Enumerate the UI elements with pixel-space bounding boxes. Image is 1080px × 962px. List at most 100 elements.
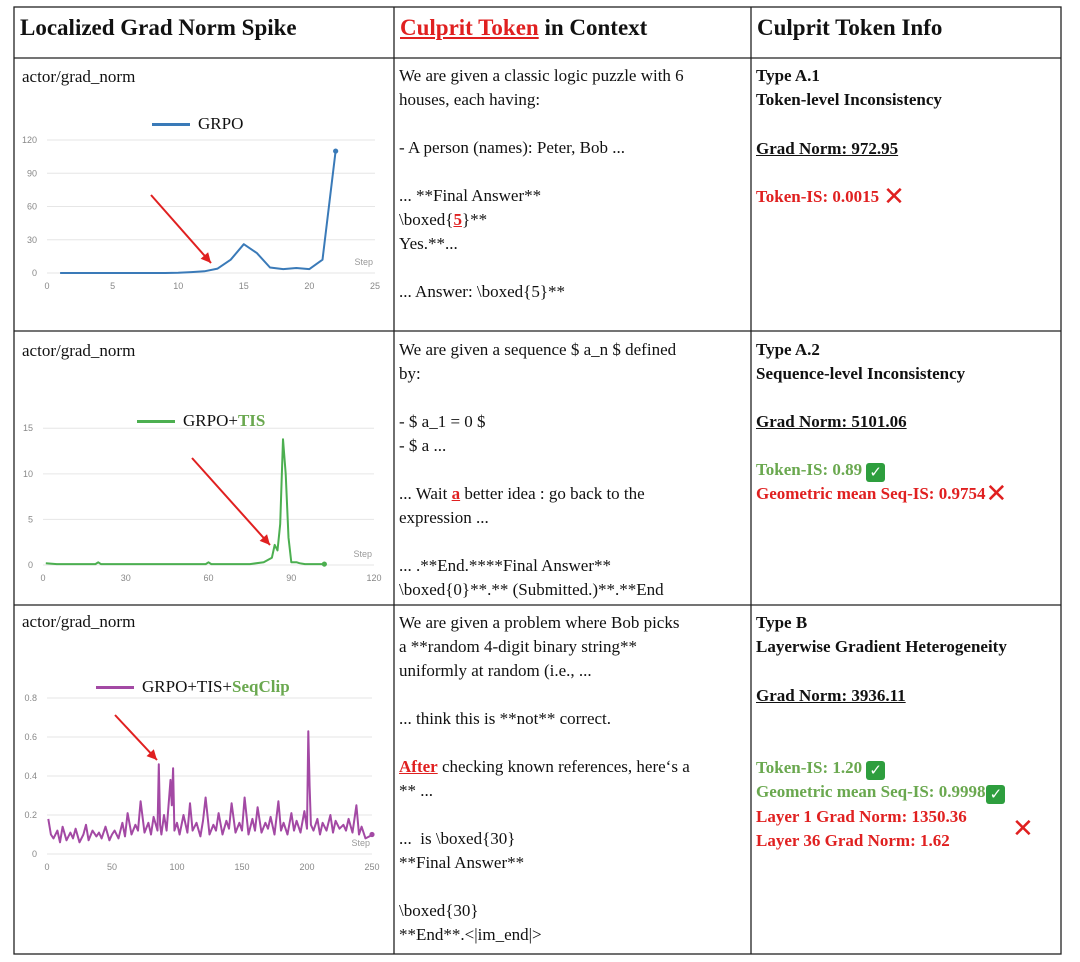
x-tick-label: 60 — [203, 573, 213, 583]
ctx-line: - $ a_1 = 0 $ — [399, 412, 486, 431]
series-line — [47, 730, 373, 844]
check-icon: ✓ — [866, 463, 886, 482]
legend-base: GRPO+TIS+ — [142, 677, 233, 696]
header-culprit-token-info: Culprit Token Info — [757, 15, 943, 40]
ctx-line: Yes.**... — [399, 234, 458, 253]
row1-token-is: Token-IS: 0.0015 ✕ — [756, 184, 905, 210]
x-tick-label: 15 — [239, 281, 249, 291]
y-tick-label: 30 — [27, 235, 37, 245]
chart2-legend-label: GRPO+TIS — [183, 410, 265, 432]
series-end-point — [333, 148, 339, 154]
chart1-legend-swatch — [152, 122, 190, 126]
x-tick-label: 100 — [169, 862, 184, 872]
check-icon: ✓ — [866, 761, 886, 780]
row1-desc: Token-level Inconsistency — [756, 90, 942, 109]
x-tick-label: 10 — [173, 281, 183, 291]
cross-icon: ✕ — [985, 479, 1008, 509]
token-is-label: Token-IS: 0.0015 — [756, 187, 880, 206]
x-tick-label: 120 — [366, 573, 381, 583]
series-end-point — [369, 831, 375, 838]
ctx-line: by: — [399, 364, 421, 383]
chart3-title: actor/grad_norm — [22, 612, 136, 631]
row3-grad-norm: Grad Norm: 3936.11 — [756, 686, 906, 705]
ctx-line: ... Answer: \boxed{5}** — [399, 282, 565, 301]
row1-grad-norm: Grad Norm: 972.95 — [756, 139, 899, 158]
chart2-legend: GRPO+TIS — [137, 410, 265, 432]
x-tick-label: 0 — [40, 573, 45, 583]
ctx-line: uniformly at random (i.e., ... — [399, 661, 592, 680]
y-tick-label: 15 — [23, 423, 33, 433]
chart3-plot: 0 0.2 0.4 0.6 0.8 0 50 100 150 200 250 Step — [24, 693, 379, 872]
chart1-plot: 0 30 60 90 120 0 5 10 15 20 25 Step — [22, 135, 380, 291]
arrow-head — [259, 534, 270, 545]
row3-token-is: Token-IS: 1.20 ✓ — [756, 756, 886, 780]
y-tick-label: 0 — [32, 849, 37, 859]
row3-context: We are given a problem where Bob picks a… — [399, 611, 747, 947]
seq-is-label: Geometric mean Seq-IS: 0.9998 — [756, 782, 986, 801]
ctx-line: ... is \boxed{30} — [399, 829, 516, 848]
header-culprit-token-highlight: Culprit Token — [400, 15, 539, 40]
arrow-shaft — [150, 194, 212, 264]
x-axis-label: Step — [353, 549, 372, 559]
ctx-line: checking known references, here‘s a — [437, 757, 690, 776]
x-tick-label: 90 — [286, 573, 296, 583]
ctx-line: houses, each having: — [399, 90, 541, 109]
culprit-token: a — [451, 484, 461, 503]
ctx-line: ... .**End.****Final Answer** — [399, 556, 612, 575]
row3-layer36: Layer 36 Grad Norm: 1.62 — [756, 831, 950, 850]
ctx-line: **End**.<|im_end|> — [399, 925, 542, 944]
x-tick-label: 150 — [234, 862, 249, 872]
culprit-token: 5 — [453, 210, 462, 229]
ctx-line: \boxed{30} — [399, 901, 479, 920]
y-tick-label: 0.4 — [24, 771, 37, 781]
x-tick-label: 5 — [110, 281, 115, 291]
ctx-line: We are given a classic logic puzzle with… — [399, 66, 684, 85]
arrow-shaft — [114, 714, 158, 761]
row2-token-is: Token-IS: 0.89 ✓ — [756, 458, 886, 482]
series-line — [60, 150, 337, 274]
y-tick-label: 90 — [27, 168, 37, 178]
ctx-line: ... Wait — [399, 484, 452, 503]
legend-accent: SeqClip — [232, 677, 290, 696]
x-tick-label: 250 — [364, 862, 379, 872]
row1-context: We are given a classic logic puzzle with… — [399, 64, 744, 304]
token-is-label: Token-IS: 0.89 — [756, 460, 863, 479]
x-axis-label: Step — [354, 257, 373, 267]
row2-context: We are given a sequence $ a_n $ defined … — [399, 338, 744, 602]
header-culprit-token-rest: in Context — [538, 15, 648, 40]
x-tick-label: 20 — [304, 281, 314, 291]
row2-desc: Sequence-level Inconsistency — [756, 364, 966, 383]
x-tick-label: 0 — [44, 281, 49, 291]
seq-is-label: Geometric mean Seq-IS: 0.9754 — [756, 484, 986, 503]
series-line — [45, 438, 325, 566]
ctx-line: }** — [461, 210, 488, 229]
token-is-label: Token-IS: 1.20 — [756, 758, 863, 777]
arrow-shaft — [191, 457, 271, 546]
ctx-line: ... **Final Answer** — [399, 186, 542, 205]
ctx-line: We are given a sequence $ a_n $ defined — [399, 340, 677, 359]
chart2-plot: 0 5 10 15 0 30 60 90 120 Step — [23, 423, 382, 583]
ctx-line: better idea : go back to the — [460, 484, 645, 503]
x-tick-label: 25 — [370, 281, 380, 291]
ctx-line: **Final Answer** — [399, 853, 525, 872]
y-tick-label: 60 — [27, 202, 37, 212]
y-tick-label: 0 — [28, 560, 33, 570]
row3-desc: Layerwise Gradient Heterogeneity — [756, 637, 1007, 656]
check-icon: ✓ — [986, 785, 1006, 804]
row3-cross: ✕ — [1012, 814, 1034, 844]
cross-icon: ✕ — [1012, 814, 1034, 844]
ctx-line: \boxed{ — [399, 210, 454, 229]
y-tick-label: 120 — [22, 135, 37, 145]
y-tick-label: 0 — [32, 268, 37, 278]
row3-seq-is: Geometric mean Seq-IS: 0.9998 ✓ — [756, 780, 1006, 804]
header-culprit-token: Culprit Token in Context — [400, 14, 647, 42]
row3-layer1: Layer 1 Grad Norm: 1350.36 — [756, 807, 967, 826]
ctx-line: ... think this is **not** correct. — [399, 709, 612, 728]
row2-seq-is: Geometric mean Seq-IS: 0.9754✕ — [756, 479, 1008, 509]
chart3-legend-swatch — [96, 685, 134, 689]
y-tick-label: 5 — [28, 514, 33, 524]
chart1-legend-label: GRPO — [198, 114, 244, 133]
y-tick-label: 0.6 — [24, 732, 37, 742]
row3-type: Type B — [756, 613, 808, 632]
